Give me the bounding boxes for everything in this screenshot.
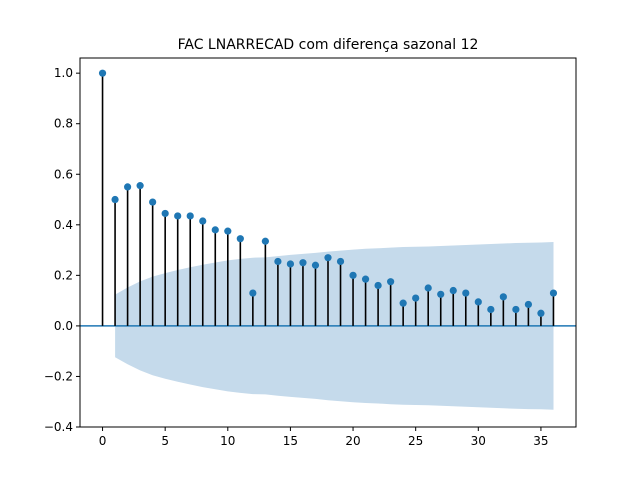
x-tick-label: 20: [345, 434, 360, 448]
acf-point: [249, 289, 257, 297]
acf-point: [311, 261, 320, 269]
chart-title: FAC LNARRECAD com diferença sazonal 12: [178, 37, 479, 53]
acf-point: [236, 235, 244, 243]
x-tick-label: 5: [161, 434, 169, 448]
acf-point: [299, 259, 307, 267]
acf-point: [274, 257, 282, 266]
y-tick-label: 0.6: [54, 167, 73, 181]
acf-point: [499, 293, 507, 301]
y-tick-label: −0.4: [44, 420, 73, 434]
acf-point: [462, 289, 470, 297]
acf-point: [424, 284, 432, 292]
x-tick-label: 25: [408, 434, 423, 448]
acf-point: [437, 290, 445, 298]
x-tick-label: 0: [99, 434, 107, 448]
acf-point: [549, 289, 558, 297]
acf-point: [474, 298, 482, 306]
acf-point: [324, 254, 332, 262]
acf-point: [449, 286, 457, 295]
x-tick-label: 30: [471, 434, 486, 448]
acf-point: [349, 271, 357, 279]
acf-point: [524, 300, 533, 309]
acf-point: [186, 212, 194, 220]
y-tick-label: 0.4: [54, 218, 73, 232]
acf-point: [261, 237, 269, 245]
x-tick-label: 15: [283, 434, 298, 448]
acf-point: [199, 217, 207, 225]
y-tick-label: 1.0: [54, 66, 73, 80]
acf-point: [387, 278, 395, 286]
acf-point: [286, 260, 295, 268]
acf-point: [123, 183, 132, 191]
axes-layer: 0 5 10 15 20 25 30 35 −0.4 −0.2 0.0 0.2 0.4 0.6 0.8 1.0: [44, 57, 577, 448]
plot-frame: [79, 57, 577, 428]
acf-point: [537, 309, 545, 317]
y-tick-label: −0.2: [44, 369, 73, 383]
acf-point: [111, 195, 119, 204]
acf-point: [224, 227, 232, 235]
acf-point: [512, 305, 520, 314]
acf-point: [211, 226, 219, 234]
acf-point: [161, 209, 169, 218]
stem-layer: [101, 73, 555, 326]
acf-point: [174, 212, 182, 220]
marker-layer: [98, 69, 558, 317]
x-tick-label: 10: [220, 434, 235, 448]
x-tick-label: 35: [533, 434, 548, 448]
acf-point: [487, 305, 495, 314]
y-tick-label: 0.0: [54, 319, 73, 333]
acf-point: [412, 294, 420, 302]
acf-point: [149, 198, 157, 206]
acf-point: [374, 281, 382, 290]
acf-point: [136, 182, 144, 190]
acf-point: [336, 257, 345, 266]
y-tick-label: 0.8: [54, 117, 73, 131]
acf-point: [361, 275, 370, 283]
acf-point: [399, 299, 407, 307]
y-tick-label: 0.2: [54, 268, 73, 282]
acf-point: [98, 69, 107, 77]
